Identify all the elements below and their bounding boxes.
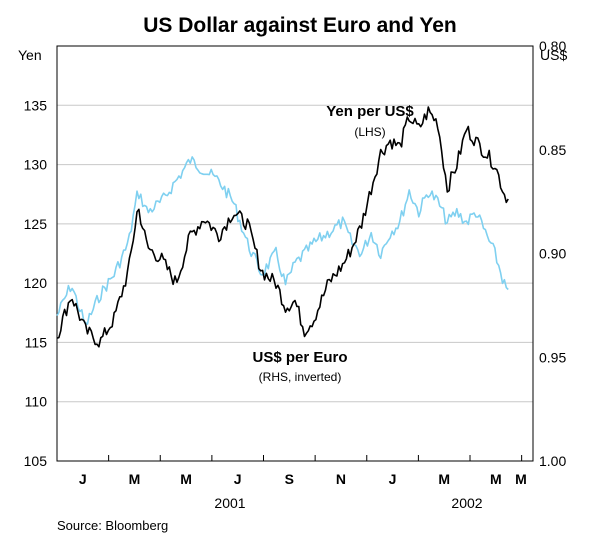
series-sublabel-euro: (RHS, inverted) [259, 370, 342, 384]
month-label: J [234, 471, 242, 487]
year-label-2001: 2001 [214, 495, 245, 511]
series-sublabel-yen: (LHS) [354, 125, 385, 139]
gridlines [57, 104, 533, 403]
series-line-euro [56, 156, 509, 325]
plot-frame [56, 45, 534, 462]
right-axis-unit: US$ [540, 47, 567, 63]
right-tick-label: 0.90 [539, 246, 566, 262]
month-label: M [180, 471, 192, 487]
left-tick-label: 130 [24, 157, 48, 173]
month-label: M [438, 471, 450, 487]
month-label: J [389, 471, 397, 487]
right-tick-label: 0.80 [539, 38, 566, 54]
right-tick-label: 1.00 [539, 453, 566, 469]
right-tick-labels: 0.80 0.85 0.90 0.95 1.00 [539, 38, 566, 469]
left-tick-label: 120 [24, 275, 48, 291]
series-label-euro: US$ per Euro [252, 349, 347, 366]
right-tick-label: 0.95 [539, 349, 566, 365]
left-tick-label: 105 [24, 453, 48, 469]
year-label-2002: 2002 [451, 495, 482, 511]
series-layer [56, 106, 509, 348]
right-tick-label: 0.85 [539, 142, 566, 158]
month-label: M [515, 471, 527, 487]
series-line-yen [56, 106, 509, 348]
chart-title: US Dollar against Euro and Yen [143, 14, 457, 37]
left-tick-labels: 105 110 115 120 125 130 135 [24, 97, 48, 469]
series-label-yen: Yen per US$ [326, 103, 414, 120]
x-tick-marks [56, 455, 523, 461]
source-note: Source: Bloomberg [57, 518, 168, 533]
left-tick-label: 115 [25, 334, 48, 350]
left-tick-label: 110 [25, 394, 48, 410]
month-label: M [129, 471, 141, 487]
month-label: J [79, 471, 87, 487]
month-label: S [285, 471, 294, 487]
month-label: M [490, 471, 502, 487]
left-tick-label: 125 [24, 216, 48, 232]
month-label: N [336, 471, 346, 487]
left-tick-label: 135 [24, 97, 48, 113]
left-axis-unit: Yen [18, 47, 42, 63]
